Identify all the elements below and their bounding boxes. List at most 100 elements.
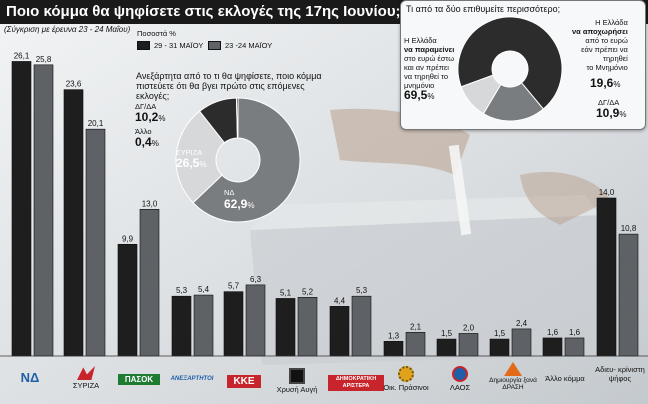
bar-label-2-6: 5,3	[356, 286, 368, 295]
pie-right-value-leave: 19,6%	[590, 76, 621, 90]
nd-logo-icon: ΝΔ	[20, 370, 40, 385]
category-logo-pasok: ΠΑΣΟΚ	[118, 374, 160, 385]
pie-right-value-dg: 10,9%	[596, 106, 627, 120]
category-logo-anel: ΑΝΕΞΑΡΤΗΤΟΙ	[164, 376, 220, 382]
pie-left-label-dg: ΔΓ/ΔΑ	[135, 102, 157, 111]
legend-title: Ποσοστά %	[137, 29, 176, 38]
category-logo-nd: ΝΔ	[10, 370, 50, 385]
drasi-flame-icon	[504, 362, 522, 376]
bar-label-1-7: 1,3	[388, 331, 400, 340]
pie-right-question: Τι από τα δύο επιθυμείτε περισσότερο;	[406, 4, 561, 14]
bar-1-7	[383, 341, 404, 357]
bar-label-1-4: 5,7	[228, 282, 240, 291]
bar-1-0	[11, 61, 32, 357]
bar-label-2-3: 5,4	[198, 285, 210, 294]
bar-label-1-5: 5,1	[280, 288, 292, 297]
bar-label-2-1: 20,1	[88, 119, 104, 128]
bar-label-1-11: 14,0	[599, 188, 615, 197]
bar-2-4	[245, 284, 266, 357]
pie-left-slice-0	[192, 97, 301, 223]
bar-label-2-11: 10,8	[621, 224, 637, 233]
bar-label-1-2: 9,9	[122, 234, 134, 243]
bar-label-2-7: 2,1	[410, 322, 422, 331]
bar-label-2-2: 13,0	[142, 199, 158, 208]
bar-1-8	[436, 338, 457, 357]
pie-left-label-other: Άλλο	[135, 127, 152, 136]
bar-2-11	[618, 233, 639, 357]
bar-label-2-5: 5,2	[302, 287, 314, 296]
category-logo-syriza: ΣΥΡΙΖΑ	[62, 366, 110, 390]
bar-1-1	[63, 89, 84, 357]
pie-right-label-dg: ΔΓ/ΔΑ	[598, 98, 620, 107]
category-label-other: Άλλο κόμμα	[545, 374, 585, 383]
chart-subtitle: (Σύγκριση με έρευνα 23 - 24 Μαΐου)	[4, 25, 131, 34]
bar-2-10	[564, 337, 585, 357]
pasok-sun-icon: ΠΑΣΟΚ	[118, 374, 160, 385]
pie-left-label-syriza: ΣΥΡΙΖΑ	[176, 148, 203, 157]
bar-label-1-6: 4,4	[334, 296, 346, 305]
bar-label-1-0: 26,1	[14, 51, 30, 60]
category-logo-golden-dawn: Χρυσή Αυγή	[272, 368, 322, 394]
bar-label-1-3: 5,3	[176, 286, 188, 295]
pie-left-value-syriza: 26,5%	[176, 156, 207, 170]
bar-2-2	[139, 208, 160, 357]
bar-label-2-0: 25,8	[36, 55, 52, 64]
bar-1-6	[329, 306, 350, 357]
bar-2-7	[405, 331, 426, 357]
syriza-flag-icon	[77, 366, 95, 380]
legend-label-series-1: 29 - 31 ΜΑΪΟΥ	[154, 41, 204, 50]
dimar-wordmark-icon: ΔΗΜΟΚΡΑΤΙΚΗ ΑΡΙΣΤΕΡΑ	[328, 375, 384, 391]
bar-2-6	[351, 295, 372, 357]
meander-icon	[289, 368, 305, 384]
legend-swatch-series-2	[208, 41, 221, 50]
bar-2-3	[193, 294, 214, 357]
category-logo-laos: ΛΑΟΣ	[440, 366, 480, 392]
bar-1-11	[596, 197, 617, 357]
anel-wordmark-icon: ΑΝΕΞΑΡΤΗΤΟΙ	[170, 376, 214, 382]
bar-label-2-10: 1,6	[569, 328, 581, 337]
bar-1-10	[542, 337, 563, 357]
bar-2-0	[33, 64, 54, 357]
pie-left-value-other: 0,4%	[135, 135, 159, 149]
pie-left-label-nd: ΝΔ	[224, 188, 235, 197]
bar-1-4	[223, 291, 244, 357]
pie-left-slice-3	[235, 97, 239, 139]
bar-1-2	[117, 243, 138, 357]
bar-2-9	[511, 328, 532, 357]
pie-left-value-dg: 10,2%	[135, 110, 166, 124]
bar-label-1-1: 23,6	[66, 80, 82, 89]
pie-right-slice-0	[457, 16, 563, 110]
category-logo-drasi: Δημιουργία ξανά ΔΡΑΣΗ	[484, 362, 542, 391]
category-logo-kke: ΚΚΕ	[227, 375, 261, 388]
bar-label-1-9: 1,5	[494, 329, 506, 338]
pie-chart-left	[175, 97, 301, 223]
legend-label-series-2: 23 -24 ΜΑΪΟΥ	[225, 41, 273, 50]
legend-item-series-1: 29 - 31 ΜΑΪΟΥ	[137, 41, 203, 50]
category-logo-dimar: ΔΗΜΟΚΡΑΤΙΚΗ ΑΡΙΣΤΕΡΑ	[328, 375, 384, 391]
pie-chart-right	[457, 16, 563, 122]
pie-right-slice-2	[460, 74, 502, 115]
legend-item-series-2: 23 -24 ΜΑΪΟΥ	[208, 41, 272, 50]
pie-left-value-nd: 62,9%	[224, 197, 255, 211]
bar-2-8	[458, 333, 479, 357]
pie-right-value-stay: 69,5%	[404, 88, 435, 102]
bar-2-1	[85, 128, 106, 357]
pie-right-label-leave: Η Ελλάδα να αποχωρήσει από το ευρώ εάν π…	[572, 18, 628, 72]
bar-label-2-4: 6,3	[250, 275, 262, 284]
bar-2-5	[297, 297, 318, 357]
sunflower-icon	[398, 366, 414, 382]
bar-label-1-8: 1,5	[441, 329, 453, 338]
category-logo-greens: Οικ. Πράσινοι	[378, 366, 434, 392]
bar-1-3	[171, 295, 192, 357]
legend-swatch-series-1	[137, 41, 150, 50]
bar-label-2-9: 2,4	[516, 319, 528, 328]
bar-label-1-10: 1,6	[547, 328, 559, 337]
laos-emblem-icon	[452, 366, 468, 382]
pie-left-slice-1	[175, 110, 226, 204]
kke-icon: ΚΚΕ	[227, 375, 261, 388]
pie-left-question: Ανεξάρτητα από το τι θα ψηφίσετε, ποιο κ…	[136, 71, 322, 101]
pie-right-label-stay: Η Ελλάδα να παραμείνει στο ευρώ έστω και…	[404, 36, 455, 90]
bar-label-2-8: 2,0	[463, 323, 475, 332]
category-label-undecided: Αδιευ- κρίνιστη ψήφος	[595, 365, 645, 383]
